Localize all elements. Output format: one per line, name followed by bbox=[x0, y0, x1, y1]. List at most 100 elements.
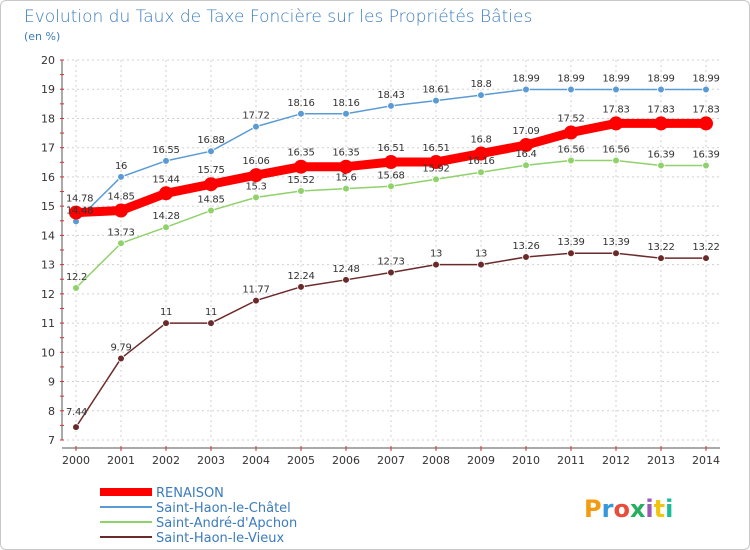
data-point bbox=[432, 175, 440, 184]
data-label: 16.56 bbox=[602, 145, 629, 156]
data-point bbox=[342, 184, 350, 193]
data-label: 16.39 bbox=[692, 150, 719, 161]
x-tick-label: 2008 bbox=[422, 454, 450, 467]
data-label: 15.52 bbox=[287, 175, 314, 186]
y-tick-label: 10 bbox=[41, 346, 55, 359]
data-label: 14.48 bbox=[66, 205, 93, 216]
x-tick-label: 2000 bbox=[62, 454, 90, 467]
y-tick-label: 15 bbox=[41, 200, 55, 213]
data-point bbox=[702, 85, 710, 94]
x-tick-label: 2010 bbox=[512, 454, 540, 467]
data-label: 13.22 bbox=[692, 242, 719, 253]
data-label: 16.06 bbox=[242, 156, 269, 167]
data-point bbox=[114, 203, 128, 218]
data-label: 18.99 bbox=[647, 74, 674, 85]
data-label: 15.3 bbox=[245, 181, 266, 192]
data-label: 18.99 bbox=[512, 74, 539, 85]
series-group bbox=[69, 85, 713, 431]
data-label: 13.22 bbox=[647, 242, 674, 253]
y-tick-label: 8 bbox=[48, 405, 55, 418]
data-point bbox=[252, 193, 260, 202]
x-tick-label: 2003 bbox=[197, 454, 225, 467]
x-tick-label: 2005 bbox=[287, 454, 315, 467]
data-label: 15.68 bbox=[377, 170, 404, 181]
x-tick-label: 2009 bbox=[467, 454, 495, 467]
axes: 7 8 9 10 11 12 13 14 15 16 17 18 19 20 2000 2001 2002 200… bbox=[41, 54, 720, 467]
y-tick-label: 18 bbox=[41, 112, 55, 125]
data-label: 16.39 bbox=[647, 150, 674, 161]
data-label: 16.55 bbox=[152, 145, 179, 156]
data-label: 11 bbox=[205, 307, 217, 318]
data-point bbox=[69, 205, 83, 220]
data-point bbox=[477, 91, 485, 99]
data-point bbox=[702, 161, 710, 170]
x-tick-label: 2007 bbox=[377, 454, 405, 467]
data-point bbox=[297, 283, 305, 291]
x-tick-label: 2011 bbox=[557, 454, 585, 467]
chart-title: Evolution du Taux de Taxe Foncière sur l… bbox=[24, 7, 532, 27]
data-labels: 14.78 14.85 15.44 15.75 16.06 16.35 16.35 16.51… bbox=[66, 74, 720, 419]
logo-letter: x bbox=[630, 495, 646, 523]
data-point bbox=[297, 109, 305, 118]
data-label: 13 bbox=[475, 249, 487, 260]
y-tick-label: 17 bbox=[41, 142, 55, 155]
logo-letter: o bbox=[613, 495, 630, 523]
data-point bbox=[387, 268, 395, 277]
data-label: 16.51 bbox=[422, 143, 449, 154]
data-label: 9.79 bbox=[110, 342, 131, 353]
data-point bbox=[162, 319, 170, 327]
data-label: 17.83 bbox=[602, 104, 629, 115]
data-label: 16.8 bbox=[470, 135, 491, 146]
data-point bbox=[387, 182, 395, 191]
data-label: 13 bbox=[430, 249, 442, 260]
data-point bbox=[207, 319, 215, 327]
data-label: 16.35 bbox=[332, 148, 359, 159]
y-tick-label: 14 bbox=[41, 229, 55, 242]
data-label: 15.92 bbox=[422, 163, 449, 174]
logo-letter: P bbox=[584, 495, 602, 523]
data-point bbox=[294, 159, 308, 174]
legend-label: RENAISON bbox=[156, 486, 224, 501]
data-label: 16.51 bbox=[377, 143, 404, 154]
data-point bbox=[342, 276, 350, 284]
data-label: 14.28 bbox=[152, 211, 179, 222]
y-tick-label: 16 bbox=[41, 171, 55, 184]
data-point bbox=[477, 260, 485, 269]
data-label: 16 bbox=[115, 161, 127, 172]
data-point bbox=[252, 296, 260, 305]
data-point bbox=[609, 116, 623, 131]
x-tick-label: 2006 bbox=[332, 454, 360, 467]
data-point bbox=[249, 168, 263, 183]
data-label: 17.52 bbox=[557, 113, 584, 124]
y-tick-label: 11 bbox=[41, 317, 55, 330]
data-label: 16.88 bbox=[197, 135, 224, 146]
legend-label: Saint-André-d'Apchon bbox=[156, 516, 297, 531]
data-point bbox=[477, 168, 485, 177]
data-label: 18.99 bbox=[692, 74, 719, 85]
y-tick-label: 13 bbox=[41, 259, 55, 272]
logo-letter: i bbox=[665, 495, 673, 523]
data-label: 7.44 bbox=[66, 407, 87, 418]
data-label: 18.16 bbox=[287, 98, 314, 109]
data-point bbox=[339, 159, 353, 174]
data-point bbox=[657, 85, 665, 94]
data-point bbox=[384, 155, 398, 170]
data-point bbox=[612, 156, 620, 165]
data-point bbox=[567, 85, 575, 94]
data-label: 13.39 bbox=[557, 237, 584, 248]
data-point bbox=[657, 161, 665, 170]
data-point bbox=[159, 186, 173, 201]
data-label: 16.4 bbox=[515, 149, 536, 160]
data-point bbox=[567, 249, 575, 258]
data-label: 15.6 bbox=[335, 173, 356, 184]
data-point bbox=[474, 146, 488, 161]
data-point bbox=[162, 223, 170, 232]
data-point bbox=[342, 109, 350, 118]
data-point bbox=[522, 253, 530, 261]
x-tick-label: 2012 bbox=[602, 454, 630, 467]
data-label: 12.24 bbox=[287, 271, 314, 282]
data-point bbox=[387, 102, 395, 110]
y-tick-label: 7 bbox=[48, 434, 55, 447]
data-label: 18.61 bbox=[422, 85, 449, 96]
x-tick-label: 2004 bbox=[242, 454, 270, 467]
